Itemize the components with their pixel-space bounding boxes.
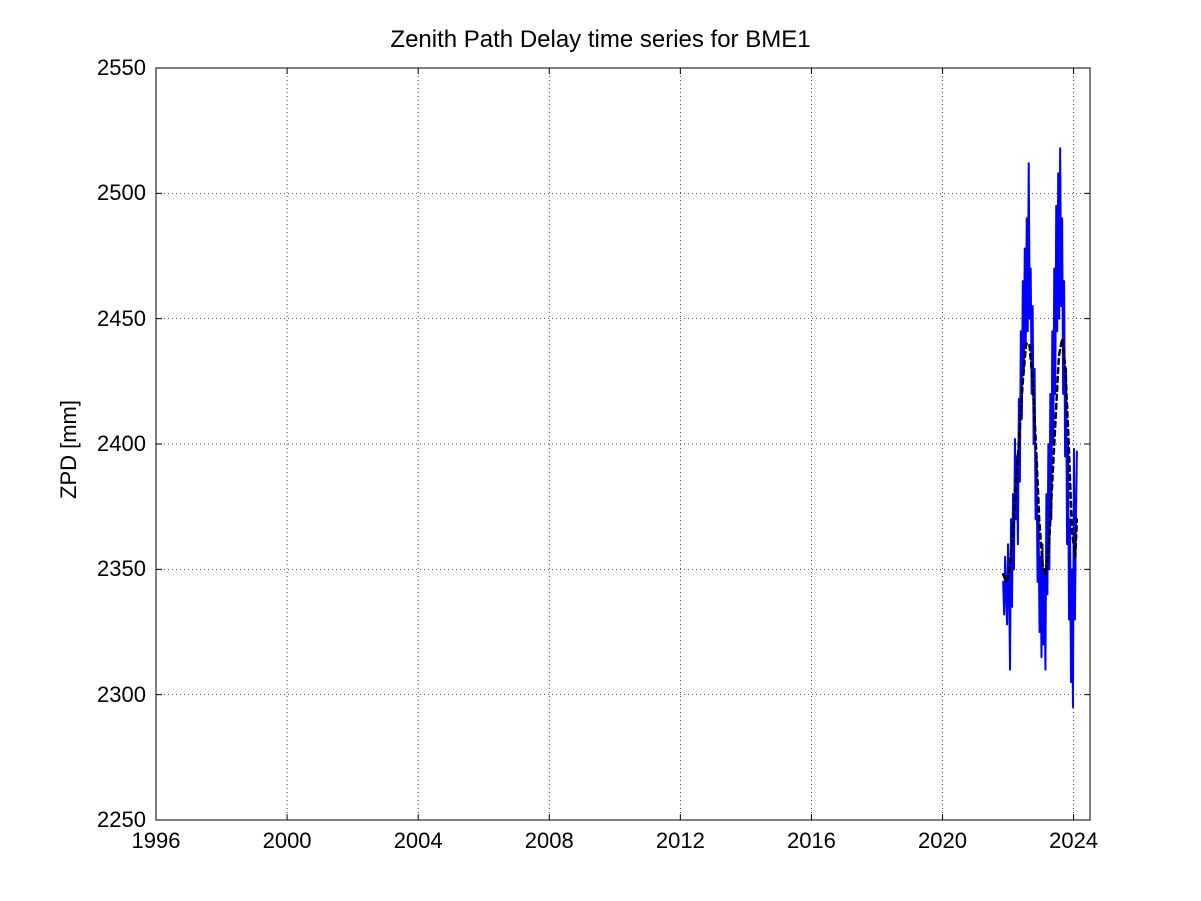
series-line <box>1003 148 1077 707</box>
x-tick-label: 2004 <box>394 828 443 854</box>
y-tick-label: 2250 <box>86 807 146 833</box>
x-tick-label: 2012 <box>656 828 705 854</box>
chart-svg <box>0 0 1201 901</box>
x-tick-label: 2024 <box>1049 828 1098 854</box>
x-tick-label: 2000 <box>263 828 312 854</box>
y-tick-label: 2500 <box>86 180 146 206</box>
y-tick-label: 2550 <box>86 55 146 81</box>
y-axis-label: ZPD [mm] <box>56 400 82 499</box>
chart-title: Zenith Path Delay time series for BME1 <box>0 26 1201 54</box>
y-tick-label: 2300 <box>86 682 146 708</box>
chart-container: Zenith Path Delay time series for BME1 Z… <box>0 0 1201 901</box>
x-tick-label: 2016 <box>787 828 836 854</box>
y-tick-label: 2400 <box>86 431 146 457</box>
x-tick-label: 2020 <box>918 828 967 854</box>
y-tick-label: 2350 <box>86 556 146 582</box>
x-tick-label: 2008 <box>525 828 574 854</box>
y-tick-label: 2450 <box>86 306 146 332</box>
